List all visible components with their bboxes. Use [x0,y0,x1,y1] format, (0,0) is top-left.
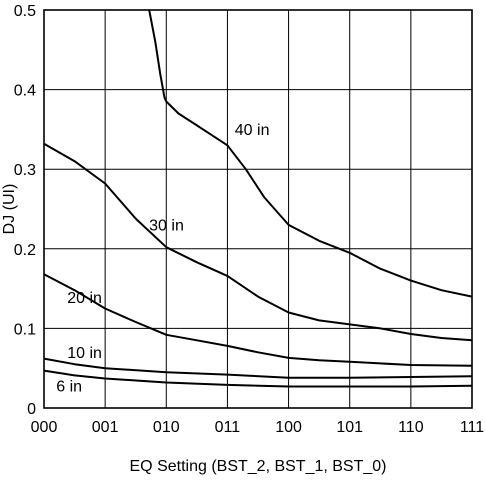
x-axis-ticks: 000 001 010 011 100 101 110 111 [31,419,485,436]
x-tick-label: 101 [336,419,363,436]
y-tick-label: 0.4 [14,83,36,100]
series-line [43,369,473,388]
series-label: 30 in [149,217,184,234]
series-lines [43,9,473,388]
y-tick-label: 0.2 [14,242,36,259]
x-tick-label: 111 [460,419,484,436]
grid-lines [44,10,472,408]
y-tick-label: 0.3 [14,162,36,179]
x-tick-label: 110 [398,419,424,436]
series-line [43,273,473,367]
y-tick-label: 0.1 [14,321,36,338]
y-axis-ticks: 0 0.1 0.2 0.3 0.4 0.5 [14,3,36,418]
series-label: 40 in [235,122,270,139]
series-line [43,357,473,379]
x-tick-label: 000 [31,419,58,436]
y-tick-label: 0.5 [14,3,36,20]
plot-frame [43,9,473,409]
x-tick-label: 011 [215,419,241,436]
y-tick-label: 0 [27,401,36,418]
series-labels: 40 in 30 in 20 in 10 in 6 in [56,122,269,395]
x-tick-label: 001 [92,419,119,436]
series-line [148,9,473,298]
x-tick-label: 010 [153,419,180,436]
x-axis-title: EQ Setting (BST_2, BST_1, BST_0) [130,458,387,475]
series-line [43,142,473,342]
series-label: 6 in [56,378,82,395]
x-tick-label: 100 [275,419,302,436]
y-axis-title: DJ (UI) [1,184,18,235]
series-label: 10 in [67,345,102,362]
series-label: 20 in [67,290,102,307]
